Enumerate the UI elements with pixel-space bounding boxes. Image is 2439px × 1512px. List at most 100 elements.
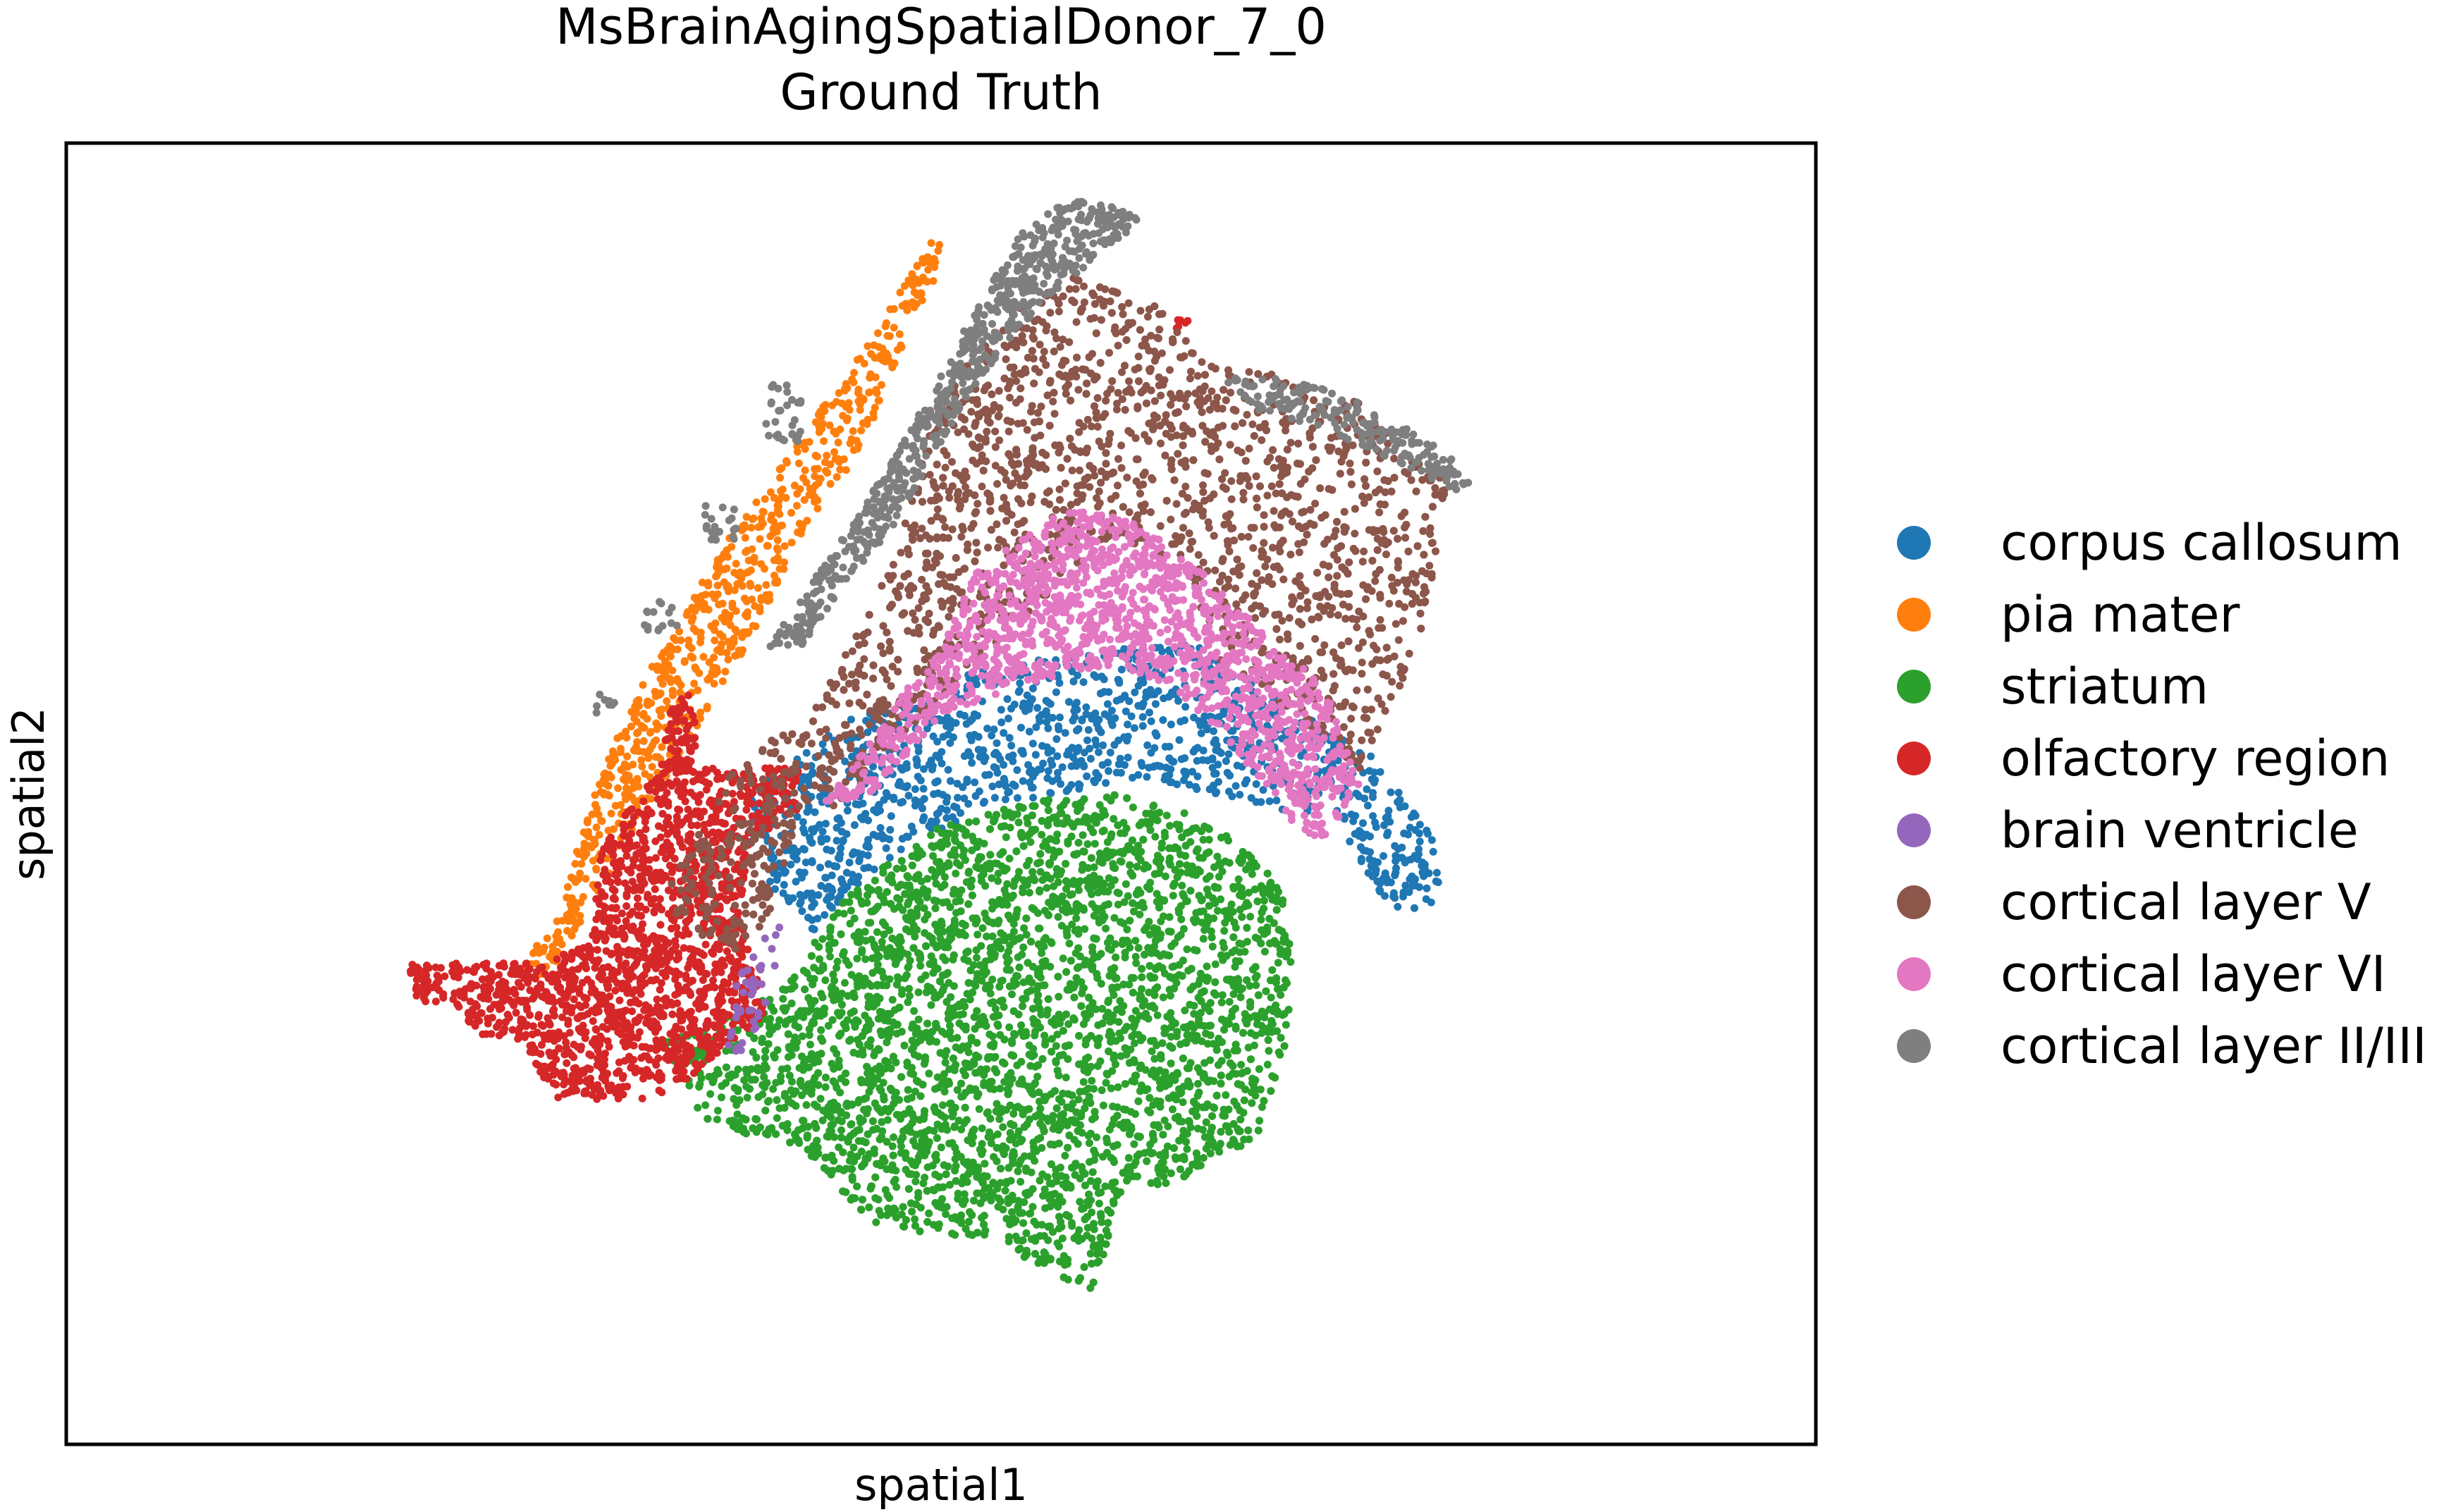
scatter-point bbox=[1167, 720, 1175, 729]
scatter-point bbox=[919, 785, 928, 793]
scatter-point bbox=[841, 757, 849, 766]
scatter-point bbox=[1129, 803, 1137, 811]
scatter-point bbox=[1199, 746, 1208, 755]
scatter-point bbox=[1047, 789, 1055, 797]
scatter-point bbox=[1177, 915, 1186, 923]
scatter-point bbox=[964, 818, 973, 826]
scatter-point bbox=[1074, 671, 1082, 680]
scatter-point bbox=[1196, 721, 1205, 730]
scatter-point bbox=[816, 474, 825, 483]
scatter-point bbox=[1028, 684, 1037, 693]
scatter-point bbox=[811, 824, 820, 832]
scatter-point bbox=[769, 529, 778, 538]
scatter-point bbox=[546, 952, 554, 961]
scatter-point bbox=[845, 859, 854, 867]
scatter-point bbox=[1246, 912, 1255, 921]
scatter-point bbox=[723, 649, 731, 657]
scatter-point bbox=[847, 435, 856, 443]
scatter-point bbox=[1112, 768, 1121, 777]
scatter-point bbox=[614, 784, 622, 792]
scatter-point bbox=[1211, 960, 1220, 969]
scatter-point bbox=[1151, 729, 1160, 737]
scatter-point bbox=[1105, 712, 1112, 720]
scatter-point bbox=[639, 748, 648, 756]
scatter-point bbox=[875, 396, 883, 405]
scatter-point bbox=[1019, 777, 1027, 785]
scatter-point bbox=[847, 906, 855, 915]
scatter-point bbox=[862, 842, 871, 850]
scatter-point bbox=[1110, 815, 1118, 823]
scatter-point bbox=[1069, 677, 1078, 686]
scatter-point bbox=[1127, 712, 1136, 720]
scatter-point bbox=[1147, 717, 1155, 725]
scatter-point bbox=[1223, 768, 1231, 777]
scatter-point bbox=[942, 806, 951, 814]
scatter-point bbox=[691, 607, 699, 615]
scatter-point bbox=[988, 1032, 997, 1040]
scatter-point bbox=[1165, 927, 1173, 935]
scatter-point bbox=[1384, 806, 1393, 815]
scatter-point bbox=[1175, 736, 1184, 744]
scatter-point bbox=[1062, 787, 1071, 795]
scatter-point bbox=[798, 873, 806, 882]
scatter-point bbox=[627, 723, 635, 731]
scatter-point bbox=[902, 300, 910, 308]
scatter-point bbox=[733, 580, 742, 588]
scatter-point bbox=[1102, 1240, 1110, 1248]
scatter-point bbox=[732, 607, 740, 615]
scatter-point bbox=[942, 798, 951, 806]
scatter-point bbox=[1230, 1098, 1239, 1106]
scatter-point bbox=[818, 740, 827, 749]
scatter-point bbox=[806, 1040, 814, 1049]
scatter-point bbox=[939, 1101, 947, 1110]
scatter-point bbox=[1116, 754, 1124, 763]
scatter-point bbox=[837, 828, 846, 836]
scatter-point bbox=[833, 862, 841, 871]
scatter-point bbox=[778, 464, 786, 472]
scatter-point bbox=[849, 446, 858, 454]
scatter-point bbox=[897, 990, 906, 998]
scatter-point bbox=[1137, 1061, 1145, 1069]
scatter-point bbox=[601, 780, 610, 788]
scatter-point bbox=[793, 813, 801, 821]
scatter-point bbox=[718, 1093, 725, 1102]
scatter-point bbox=[1083, 736, 1091, 744]
scatter-point bbox=[986, 990, 995, 997]
scatter-point bbox=[1072, 699, 1081, 707]
scatter-point bbox=[993, 739, 1001, 747]
scatter-point bbox=[1167, 757, 1176, 766]
scatter-point bbox=[890, 359, 899, 367]
scatter-point bbox=[897, 845, 905, 854]
scatter-point bbox=[1401, 881, 1410, 890]
scatter-point bbox=[555, 935, 564, 943]
scatter-point bbox=[821, 911, 829, 919]
scatter-point bbox=[1097, 728, 1105, 737]
scatter-point bbox=[713, 1107, 722, 1115]
scatter-point bbox=[1106, 749, 1114, 757]
scatter-point bbox=[622, 777, 630, 785]
scatter-point bbox=[920, 765, 928, 773]
scatter-point bbox=[790, 481, 799, 490]
scatter-point bbox=[739, 628, 748, 637]
scatter-point bbox=[758, 508, 767, 516]
scatter-point bbox=[1021, 707, 1030, 715]
scatter-point bbox=[1100, 688, 1108, 696]
scatter-point bbox=[1028, 784, 1036, 792]
scatter-point bbox=[1017, 1057, 1026, 1066]
scatter-point bbox=[1138, 722, 1147, 730]
scatter-point bbox=[1208, 755, 1217, 763]
scatter-point bbox=[689, 625, 698, 633]
scatter-point bbox=[756, 535, 764, 543]
scatter-point bbox=[668, 687, 677, 695]
scatter-point bbox=[1252, 798, 1260, 806]
scatter-point bbox=[1079, 831, 1087, 840]
scatter-point bbox=[813, 914, 822, 923]
scatter-point bbox=[703, 704, 711, 713]
scatter-point bbox=[1083, 840, 1092, 848]
scatter-point bbox=[1099, 741, 1107, 749]
scatter-point bbox=[841, 978, 849, 987]
scatter-point bbox=[1369, 793, 1377, 801]
scatter-point bbox=[897, 343, 906, 352]
scatter-point bbox=[639, 737, 648, 745]
scatter-point bbox=[897, 799, 905, 807]
